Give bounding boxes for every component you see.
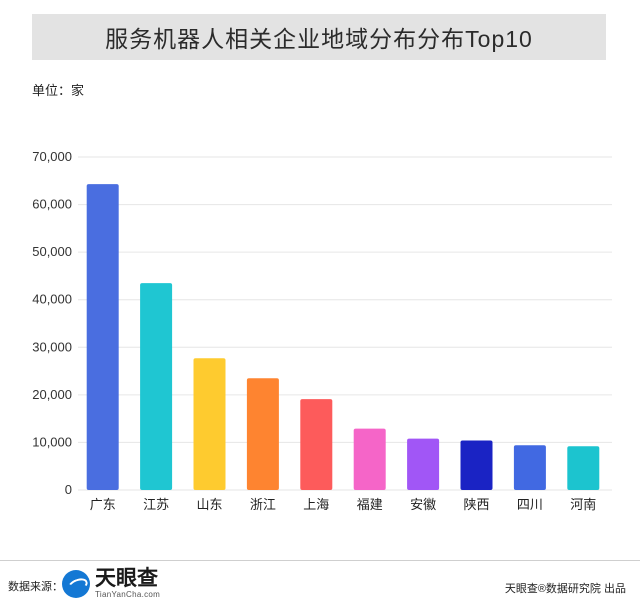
unit-label: 单位：家 — [32, 83, 85, 98]
bar-1 — [140, 283, 173, 490]
y-tick-label: 50,000 — [32, 244, 72, 259]
x-tick-label: 陕西 — [463, 498, 489, 513]
x-tick-label: 福建 — [357, 498, 383, 513]
x-tick-label: 浙江 — [250, 498, 276, 513]
bar-chart: 0 10,000 20,000 30,000 40,000 50,000 60,000 70,… — [32, 149, 612, 513]
y-tick-label: 40,000 — [32, 292, 72, 307]
publisher-credit: 天眼查®数据研究院 出品 — [504, 583, 626, 595]
logo-name: 天眼查 — [95, 567, 158, 590]
chart-title-bar: 服务机器人相关企业地域分布分布Top10 — [32, 14, 606, 60]
eye-logo-icon — [62, 569, 90, 598]
bar-2 — [193, 358, 226, 490]
bar-9 — [567, 446, 600, 490]
x-tick-label: 河南 — [570, 497, 596, 513]
y-tick-label: 60,000 — [32, 197, 72, 212]
y-tick-label: 70,000 — [32, 149, 72, 164]
x-tick-label: 山东 — [196, 498, 222, 513]
y-tick-label: 0 — [65, 482, 72, 497]
bar-5 — [353, 428, 386, 490]
bar-6 — [407, 438, 440, 490]
x-tick-label: 安徽 — [410, 498, 436, 513]
tianyancha-logo: 天眼查 TianYanCha.com — [62, 568, 160, 599]
y-tick-label: 10,000 — [32, 434, 72, 449]
chart-title: 服务机器人相关企业地域分布分布Top10 — [105, 26, 533, 52]
bar-8 — [513, 445, 546, 490]
footer-divider — [0, 560, 640, 561]
x-tick-label: 四川 — [517, 498, 543, 513]
x-tick-label: 江苏 — [143, 497, 169, 513]
bar-0 — [86, 184, 119, 490]
bar-4 — [300, 399, 333, 490]
x-tick-label: 广东 — [90, 498, 116, 513]
source-label: 数据来源： — [8, 581, 63, 593]
x-tick-label: 上海 — [303, 498, 329, 513]
logo-subtitle: TianYanCha.com — [95, 590, 161, 599]
y-tick-label: 20,000 — [32, 387, 72, 402]
y-tick-label: 30,000 — [32, 339, 72, 354]
bar-3 — [246, 378, 279, 490]
bar-7 — [460, 440, 493, 490]
